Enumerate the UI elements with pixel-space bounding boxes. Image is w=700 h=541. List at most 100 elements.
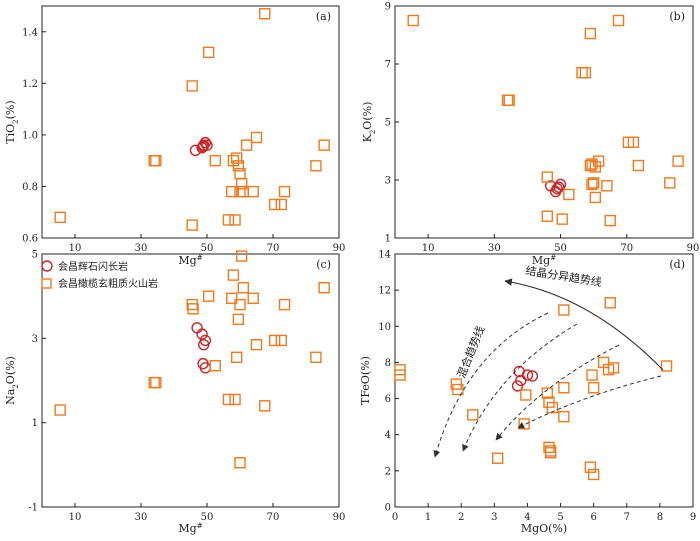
data-point-volcanic (452, 383, 464, 396)
data-point-volcanic (278, 298, 291, 311)
x-tick-label: 10 (422, 243, 435, 254)
data-point-volcanic (584, 461, 597, 473)
data-point-volcanic (604, 297, 616, 309)
data-point-volcanic (209, 154, 221, 167)
data-point-volcanic (235, 250, 248, 262)
data-point-volcanic (235, 178, 248, 190)
data-point-volcanic (586, 178, 598, 191)
x-tick-label: 7 (624, 512, 630, 523)
x-tick-label: 9 (690, 512, 696, 523)
data-point-volcanic (150, 154, 162, 167)
data-point-diorite (197, 338, 210, 351)
data-point-volcanic (232, 313, 245, 326)
data-point-volcanic (240, 139, 253, 151)
trend-lines: 结晶分异趋势线 混合趋势线 (433, 263, 664, 458)
data-point-volcanic (209, 360, 221, 372)
y-tick-label: 0.8 (22, 182, 38, 193)
data-point-volcanic (310, 351, 322, 364)
data-point-volcanic (275, 334, 287, 347)
data-point-volcanic (186, 80, 198, 92)
data-point-volcanic (318, 282, 330, 294)
data-point-volcanic (232, 160, 245, 172)
x-tick-label: 90 (687, 243, 700, 254)
plot-frame (41, 5, 340, 239)
y-tick-label: 1 (385, 234, 391, 245)
data-point-volcanic (230, 351, 243, 364)
panel-c: 10 30 50 70 90 -1 1 3 5 Mg# Na2O(%) (c) (4, 250, 345, 536)
panel-b: 10 30 50 70 90 1 3 5 7 9 Mg# K2O(%) (b) (361, 2, 699, 268)
data-point-volcanic (222, 214, 235, 226)
y-tick-label: 5 (32, 250, 38, 261)
data-point-volcanic (234, 298, 246, 311)
data-point-volcanic (576, 66, 588, 79)
data-point-volcanic (607, 362, 620, 374)
data-point-volcanic (150, 376, 162, 389)
y-tick-label: 14 (378, 250, 391, 261)
data-point-volcanic (259, 400, 271, 412)
y-tick-label: 1.4 (22, 27, 38, 38)
data-point-volcanic (586, 158, 598, 170)
data-point-volcanic (589, 191, 602, 204)
data-point-volcanic (587, 177, 600, 189)
x-tick-label: 10 (69, 512, 82, 523)
data-point-volcanic (202, 46, 215, 59)
data-point-volcanic (558, 410, 570, 423)
panel-tag: (c) (316, 258, 331, 271)
data-point-volcanic (584, 27, 597, 40)
data-point-volcanic (229, 214, 241, 226)
data-point-volcanic (54, 211, 66, 224)
data-point-volcanic (187, 303, 199, 315)
panel-tag: (d) (669, 258, 685, 271)
data-point-volcanic (467, 409, 479, 421)
y-axis-label: TFeO(%) (359, 356, 372, 405)
y-axis-label: Na2O(%) (4, 356, 20, 405)
data-point-volcanic (586, 369, 598, 381)
legend-label-volcanic: 会昌橄榄玄粗质火山岩 (58, 277, 158, 290)
x-tick-label: 50 (201, 512, 214, 523)
plot-frame (394, 253, 694, 508)
data-point-volcanic (491, 452, 504, 464)
data-point-diorite (521, 369, 534, 381)
data-point-volcanic (202, 290, 215, 302)
x-axis-label: Mg# (178, 254, 202, 267)
data-point-volcanic (589, 161, 602, 173)
x-tick-label: 2 (458, 512, 464, 523)
data-point-volcanic (563, 188, 575, 201)
data-point-volcanic (664, 177, 676, 189)
y-tick-label: 3 (385, 176, 391, 187)
y-tick-label: 2 (385, 466, 391, 477)
legend: 会昌辉石闪长岩 会昌橄榄玄粗质火山岩 (41, 260, 158, 290)
data-point-volcanic (259, 8, 271, 20)
data-point-volcanic (546, 401, 558, 414)
x-tick-label: 70 (620, 243, 633, 254)
x-axis-label: Mg# (178, 522, 202, 535)
y-tick-label: 9 (385, 2, 391, 13)
data-point-volcanic (310, 160, 322, 172)
data-point-volcanic (222, 393, 235, 406)
y-tick-label: 3 (32, 334, 38, 345)
data-point-volcanic (318, 139, 330, 151)
data-point-volcanic (541, 387, 554, 399)
x-tick-label: 50 (554, 243, 567, 254)
x-tick-label: 5 (557, 512, 563, 523)
x-axis-label: MgO(%) (521, 522, 567, 535)
legend-marker-volcanic (41, 278, 52, 289)
y-tick-label: 0.6 (22, 234, 38, 245)
plot-frame (394, 5, 694, 239)
data-point-volcanic (268, 334, 281, 347)
data-point-volcanic (503, 94, 515, 106)
data-point-volcanic (250, 131, 263, 144)
y-tick-label: 1.0 (22, 130, 38, 141)
x-tick-label: 90 (333, 243, 346, 254)
data-point-volcanic (556, 213, 568, 225)
data-point-volcanic (250, 338, 263, 351)
data-point-diorite (196, 328, 208, 340)
data-point-volcanic (229, 393, 241, 406)
x-tick-label: 90 (333, 512, 346, 523)
data-point-volcanic (237, 282, 250, 294)
data-point-volcanic (518, 418, 530, 430)
y-tick-label: 5 (385, 118, 391, 129)
y-tick-label: 1.2 (22, 79, 38, 90)
data-point-volcanic (627, 136, 640, 149)
